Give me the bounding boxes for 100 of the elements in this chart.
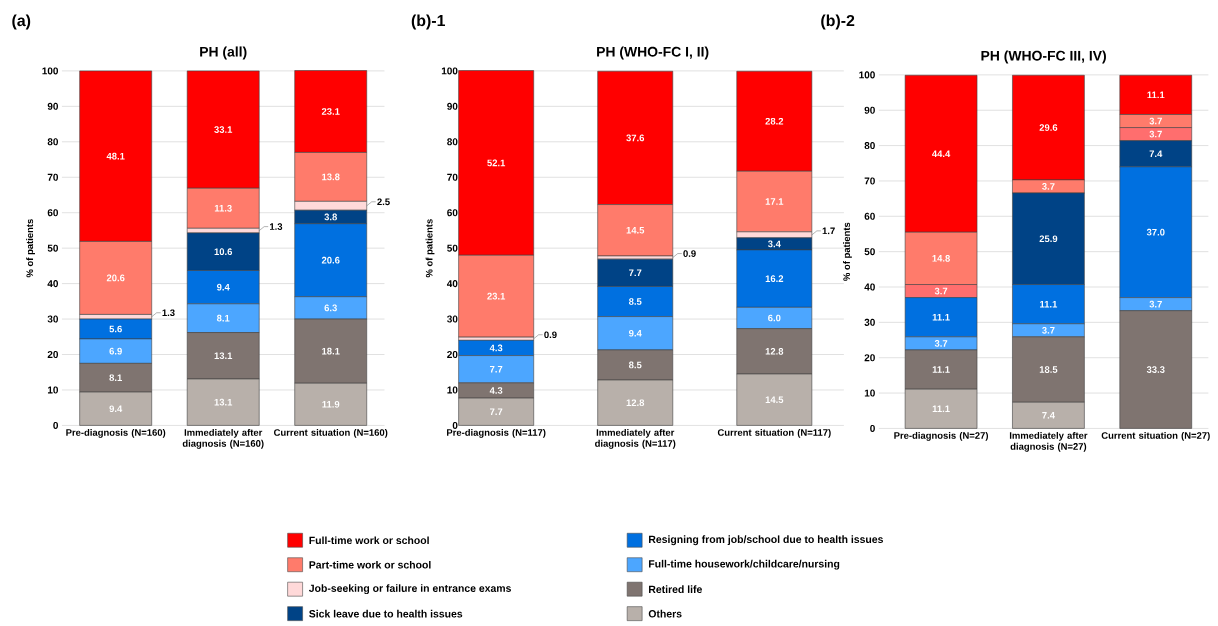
data-label: 20.6 (321, 256, 340, 264)
data-label: 3.4 (767, 240, 781, 248)
chart-title: PH (WHO-FC I, II) (597, 46, 709, 60)
y-tick-label: 30 (864, 318, 875, 326)
data-label: 8.5 (628, 298, 642, 305)
y-tick-label: 90 (47, 102, 59, 110)
text: (a) (12, 14, 31, 30)
data-label: 13.1 (214, 352, 233, 360)
data-label: 10.6 (214, 248, 233, 255)
data-label: 14.5 (765, 396, 784, 403)
y-tick-label: 90 (864, 106, 875, 114)
data-label: 11.1 (932, 405, 950, 412)
y-tick-label: 60 (864, 212, 875, 220)
y-tick-label: 0 (870, 424, 875, 432)
data-label: 8.5 (628, 361, 642, 369)
y-axis-title: % of patients (26, 219, 35, 278)
data-label: 23.1 (321, 108, 340, 115)
y-tick-label: 80 (47, 138, 59, 146)
data-label: 44.4 (932, 150, 951, 157)
data-label: 11.1 (932, 313, 950, 321)
y-tick-label: 10 (864, 389, 875, 397)
y-tick-label: 0 (53, 421, 59, 429)
data-label: 17.1 (765, 198, 784, 205)
data-label: 52.1 (487, 159, 506, 167)
data-label: 33.1 (214, 126, 233, 133)
legend-label: Others (648, 609, 682, 618)
y-tick-label: 50 (447, 244, 458, 252)
data-label: 25.9 (1039, 235, 1058, 243)
data-label: 8.1 (109, 374, 122, 382)
x-tick-label: Pre-diagnosis (N=27) (894, 431, 989, 441)
data-label: 5.6 (109, 325, 122, 333)
data-label: 9.4 (629, 329, 642, 337)
legend-label: Retired life (649, 585, 702, 593)
y-tick-label: 40 (47, 280, 59, 288)
data-label: 6.0 (768, 314, 781, 322)
data-label: 4.3 (489, 387, 503, 394)
data-label: 14.8 (932, 254, 950, 262)
y-tick-label: 20 (864, 354, 875, 362)
y-tick-label: 40 (446, 280, 458, 288)
chart-title: PH (all) (200, 46, 247, 60)
data-label: 0.9 (683, 250, 696, 257)
data-label: 48.1 (106, 152, 125, 160)
data-label: 11.1 (932, 366, 950, 373)
y-tick-label: 60 (447, 209, 458, 217)
data-label: 9.4 (109, 405, 123, 413)
data-label: 3.7 (1042, 326, 1055, 334)
data-label: 1.3 (270, 223, 283, 230)
y-tick-label: 60 (47, 209, 59, 217)
data-label: 37.0 (1146, 228, 1165, 236)
x-tick-label: Pre-diagnosis (N=160) (66, 428, 166, 438)
y-axis-title: % of patients (425, 219, 435, 278)
data-label: 14.5 (626, 226, 645, 234)
data-label: 4.3 (489, 344, 503, 352)
data-label: 3.7 (934, 339, 948, 347)
data-label: 2.5 (377, 198, 390, 206)
data-label: 6.9 (109, 347, 122, 355)
x-tick-label: Current situation (N=117) (717, 428, 831, 438)
y-tick-label: 90 (447, 102, 458, 110)
data-label: 7.7 (489, 365, 503, 373)
data-label: 0.9 (544, 331, 557, 339)
legend-label: Sick leave due to health issues (309, 609, 463, 618)
y-tick-label: 10 (447, 386, 458, 394)
data-label: 3.7 (1149, 130, 1162, 138)
data-label: 3.7 (934, 287, 948, 295)
y-tick-label: 50 (864, 248, 875, 256)
legend-label: Full-time work or school (309, 536, 429, 545)
y-tick-label: 0 (452, 421, 458, 429)
text: (b)-2 (821, 14, 855, 30)
data-label: 16.2 (765, 275, 784, 282)
data-label: 6.3 (324, 304, 337, 312)
data-label: 7.4 (1149, 150, 1163, 157)
y-tick-label: 80 (864, 142, 875, 150)
data-label: 20.6 (106, 274, 125, 282)
data-label: 18.1 (322, 347, 340, 355)
legend-label: Resigning from job/school due to health issues (649, 535, 883, 546)
data-label: 18.5 (1039, 366, 1058, 373)
data-label: 28.2 (765, 117, 784, 125)
data-label: 1.3 (162, 309, 175, 317)
data-label: 29.6 (1039, 124, 1058, 131)
legend-label: Part-time work or school (309, 560, 431, 569)
data-label: 11.3 (214, 204, 232, 212)
data-label: 7.7 (629, 269, 642, 276)
y-tick-label: 30 (447, 315, 458, 323)
data-label: 13.8 (322, 173, 340, 181)
y-tick-label: 40 (864, 283, 875, 291)
data-label: 7.7 (489, 408, 503, 415)
data-label: 23.1 (487, 292, 506, 300)
data-label: 3.8 (324, 213, 337, 221)
y-tick-label: 70 (864, 177, 875, 185)
data-label: 11.9 (322, 400, 340, 408)
data-label: 12.8 (765, 347, 784, 355)
data-label: 12.8 (626, 399, 645, 407)
y-tick-label: 100 (441, 67, 458, 75)
x-tick-label: Pre-diagnosis (N=117) (447, 428, 546, 438)
y-tick-label: 100 (42, 67, 59, 75)
y-tick-label: 70 (447, 173, 458, 181)
legend-label: Job-seeking or failure in entrance exams (308, 584, 511, 595)
data-label: 1.7 (822, 227, 835, 235)
x-tick-label: Immediately after diagnosis (N=117) (595, 428, 676, 449)
data-label: 3.7 (1149, 117, 1162, 125)
